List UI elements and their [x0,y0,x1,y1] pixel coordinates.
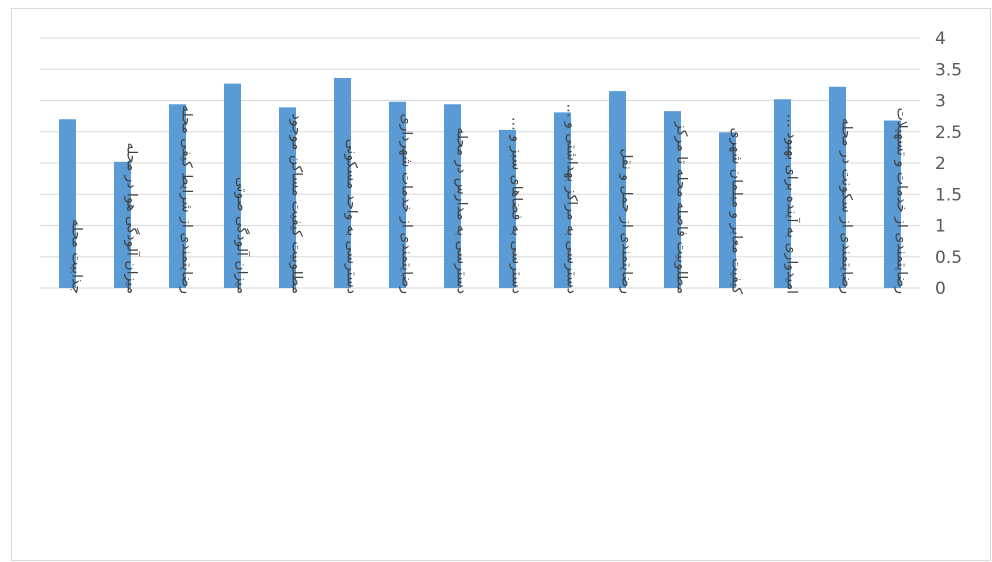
bar [554,112,571,288]
x-tick-label: مطلوبیت فاصله محله تا مرکز [674,121,690,294]
x-tick-label: کیفیت معابر و مبلمان شهری [729,127,745,294]
x-axis-ticks: جذابیت محله میزان آلودگی هوا در محله رضایت… [69,104,910,295]
y-tick-label: 0 [935,279,946,299]
y-tick-label: 1 [935,217,946,237]
bar [499,129,516,288]
x-tick-label: جذابیت محله [69,219,85,294]
x-tick-label: رضایتمندی از شرایط کیفی محله [179,105,195,294]
x-tick-label: دسترسی به واحد مسکونی [344,139,360,294]
y-tick-label: 1.5 [935,185,962,205]
y-tick-label: 3.5 [935,60,962,80]
bar [719,132,736,288]
bar [829,86,846,288]
bars [59,78,901,288]
y-tick-label: 4 [935,29,946,49]
y-tick-label: 2.5 [935,123,962,143]
bar [389,101,406,288]
x-tick-label: دسترسی به فضاهای سبز و … [509,117,525,294]
bar [609,91,626,288]
gridlines [40,37,920,289]
x-tick-label: مطلوبیت کیفیت مساکن موجود [289,114,305,294]
x-tick-label: دسترسی به مدارس در محله [454,127,470,294]
bar [224,83,241,288]
x-tick-label: رضایتمندی از خدمات و تسهیلات [894,108,910,294]
bar [114,161,131,288]
bar [279,107,296,288]
bar [59,119,76,288]
y-tick-label: 0.5 [935,248,962,268]
bar [664,111,681,288]
y-tick-label: 3 [935,92,946,112]
x-tick-label: رضایتمندی از حمل و نقل [619,148,635,294]
y-tick-label: 2 [935,154,946,174]
bar [774,99,791,288]
x-tick-label: امیدواری به آینده برای بهبود … [784,114,801,294]
bar [169,104,186,288]
x-tick-label: رضایتمندی از خدمات شهرداری [399,114,415,294]
bar [444,104,461,288]
x-tick-label: دسترسی به مراکز بهداشتی و … [564,104,580,294]
y-axis-ticks: 0 0.5 1 1.5 2 2.5 3 3.5 4 [935,29,962,299]
x-tick-label: میزان آلودگی هوا در محله [124,142,141,294]
x-tick-label: میزان آلودگی صوتی [234,177,251,294]
bar [334,78,351,288]
x-tick-label: رضایتمندی از سکونت در محله [839,118,855,294]
bar [884,120,901,288]
